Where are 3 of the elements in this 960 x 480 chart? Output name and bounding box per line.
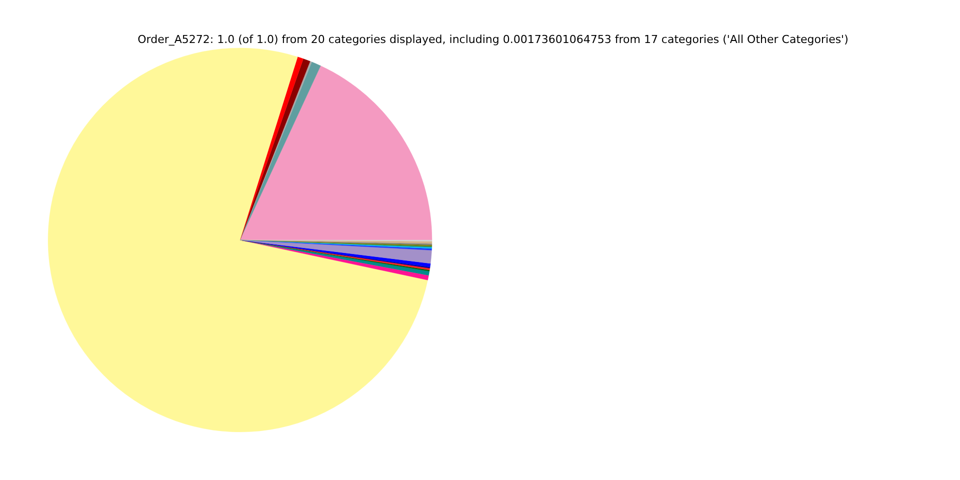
pie-slice [48,48,428,432]
pie-slice [240,66,432,240]
text: Order_A5272: 1.0 (of 1.0) from 20 categories displayed, including 0.00173601064753 from 17 categories ('All Other Categories') [138,33,848,46]
